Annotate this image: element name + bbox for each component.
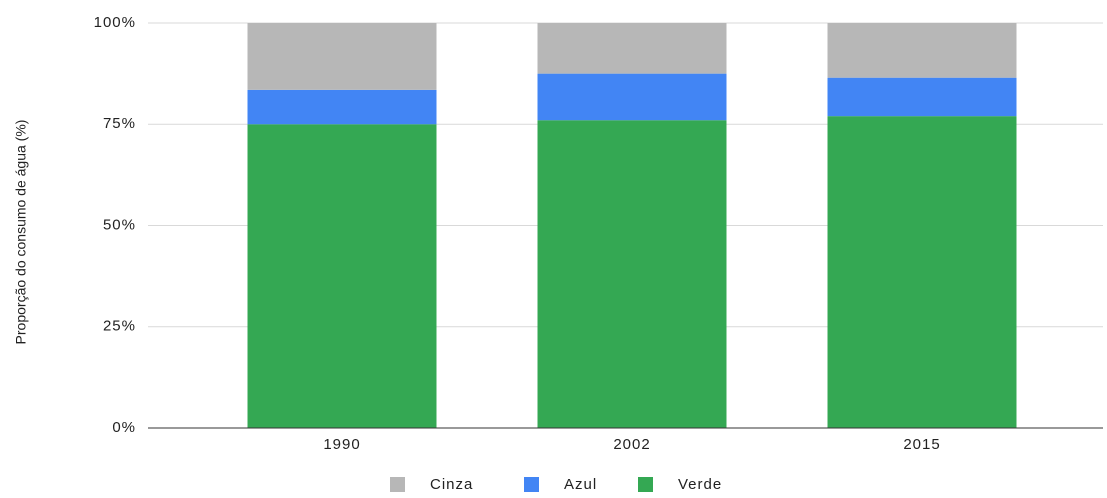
x-tick-label: 1990 <box>323 436 360 453</box>
legend-label: Cinza <box>430 476 473 493</box>
legend-swatch <box>390 477 405 492</box>
legend-swatch <box>524 477 539 492</box>
x-tick-label: 2002 <box>613 436 650 453</box>
y-axis-title: Proporção do consumo de água (%) <box>13 120 29 345</box>
bar-segment <box>537 23 727 74</box>
bar-segment <box>827 23 1017 78</box>
legend-label: Verde <box>678 476 722 493</box>
bar-segment <box>247 23 437 90</box>
y-tick-label: 50% <box>103 216 136 233</box>
y-tick-label: 25% <box>103 318 136 335</box>
bar-segment <box>247 124 437 428</box>
bar-segment <box>537 120 727 428</box>
y-tick-label: 100% <box>94 14 136 31</box>
legend-swatch <box>638 477 653 492</box>
legend-label: Azul <box>564 476 597 493</box>
bar-segment <box>537 73 727 121</box>
bar-segment <box>827 116 1017 429</box>
bar-segment <box>247 89 437 125</box>
y-tick-label: 0% <box>112 419 136 436</box>
bar-segment <box>827 77 1017 117</box>
y-tick-label: 75% <box>103 115 136 132</box>
x-tick-label: 2015 <box>903 436 940 453</box>
